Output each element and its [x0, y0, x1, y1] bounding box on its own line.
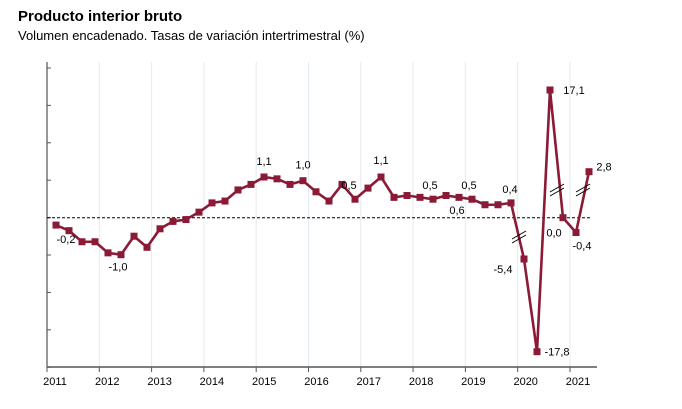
data-label: 0,5 [461, 180, 476, 192]
data-point [338, 180, 346, 188]
data-label: -1,0 [109, 262, 128, 274]
data-point [78, 238, 86, 246]
data-point [533, 348, 541, 356]
data-label: 1,1 [373, 155, 388, 167]
data-point [351, 195, 359, 203]
data-point [195, 208, 203, 216]
data-point [455, 193, 463, 201]
data-label: 0,5 [341, 180, 356, 192]
axis-break-mark [511, 230, 527, 240]
data-label: 1,1 [256, 156, 271, 168]
data-point [520, 255, 528, 263]
x-tick-label: 2015 [252, 376, 276, 388]
data-point [273, 175, 281, 183]
data-label: 0,6 [449, 205, 464, 217]
data-point [390, 193, 398, 201]
x-tick-label: 2014 [200, 376, 224, 388]
x-tick-label: 2017 [357, 376, 381, 388]
data-point [299, 177, 307, 185]
x-tick-label: 2016 [304, 376, 328, 388]
x-tick-label: 2020 [513, 376, 537, 388]
data-point [468, 195, 476, 203]
data-label: 17,1 [563, 85, 584, 97]
data-point [572, 229, 580, 236]
data-point [234, 186, 242, 194]
data-label: 2,8 [596, 162, 611, 174]
x-tick-label: 2019 [461, 376, 485, 388]
data-point [286, 180, 294, 188]
axis-break-mark [549, 187, 565, 197]
data-point [52, 221, 60, 229]
x-tick-label: 2013 [147, 376, 171, 388]
data-point [481, 201, 489, 209]
data-point [403, 192, 411, 199]
data-point [494, 201, 502, 209]
data-point [156, 225, 164, 233]
data-point [247, 180, 255, 188]
data-point [169, 217, 177, 225]
data-point [585, 168, 593, 176]
data-point [130, 232, 138, 240]
data-point [312, 188, 320, 196]
x-tick-label: 2012 [95, 376, 119, 388]
x-tick-label: 2011 [43, 376, 67, 388]
data-point [65, 227, 73, 235]
data-point [221, 197, 229, 205]
data-label: 1,0 [295, 160, 310, 172]
axis-break-mark [575, 187, 591, 197]
data-point [260, 173, 268, 181]
data-label: -5,4 [494, 264, 513, 276]
axis-break-mark [549, 183, 565, 193]
data-point [442, 192, 450, 199]
axis-break-mark [575, 183, 591, 193]
data-point [325, 197, 333, 205]
x-tick-label: 2018 [409, 376, 433, 388]
x-tick-label: 2021 [566, 376, 590, 388]
data-label: -0,2 [57, 234, 76, 246]
data-point [416, 193, 424, 201]
data-point [143, 243, 151, 251]
axis-break-mark [511, 234, 527, 244]
data-point [364, 184, 372, 192]
chart-title: Producto interior bruto [18, 8, 183, 25]
data-point [182, 216, 190, 224]
data-point [429, 195, 437, 203]
data-point [208, 199, 216, 207]
data-point [546, 86, 554, 94]
series-line [55, 88, 591, 354]
data-label: 0,0 [546, 228, 561, 240]
chart-subtitle: Volumen encadenado. Tasas de variación i… [18, 28, 365, 43]
data-label: 0,5 [422, 180, 437, 192]
data-point [507, 199, 515, 207]
data-point [559, 214, 567, 222]
data-label: -0,4 [573, 241, 592, 253]
data-point [91, 238, 99, 246]
data-point [377, 173, 385, 181]
data-label: 0,4 [502, 184, 517, 196]
data-point [104, 249, 112, 257]
data-point [117, 251, 125, 259]
data-label: -17,8 [544, 347, 569, 359]
